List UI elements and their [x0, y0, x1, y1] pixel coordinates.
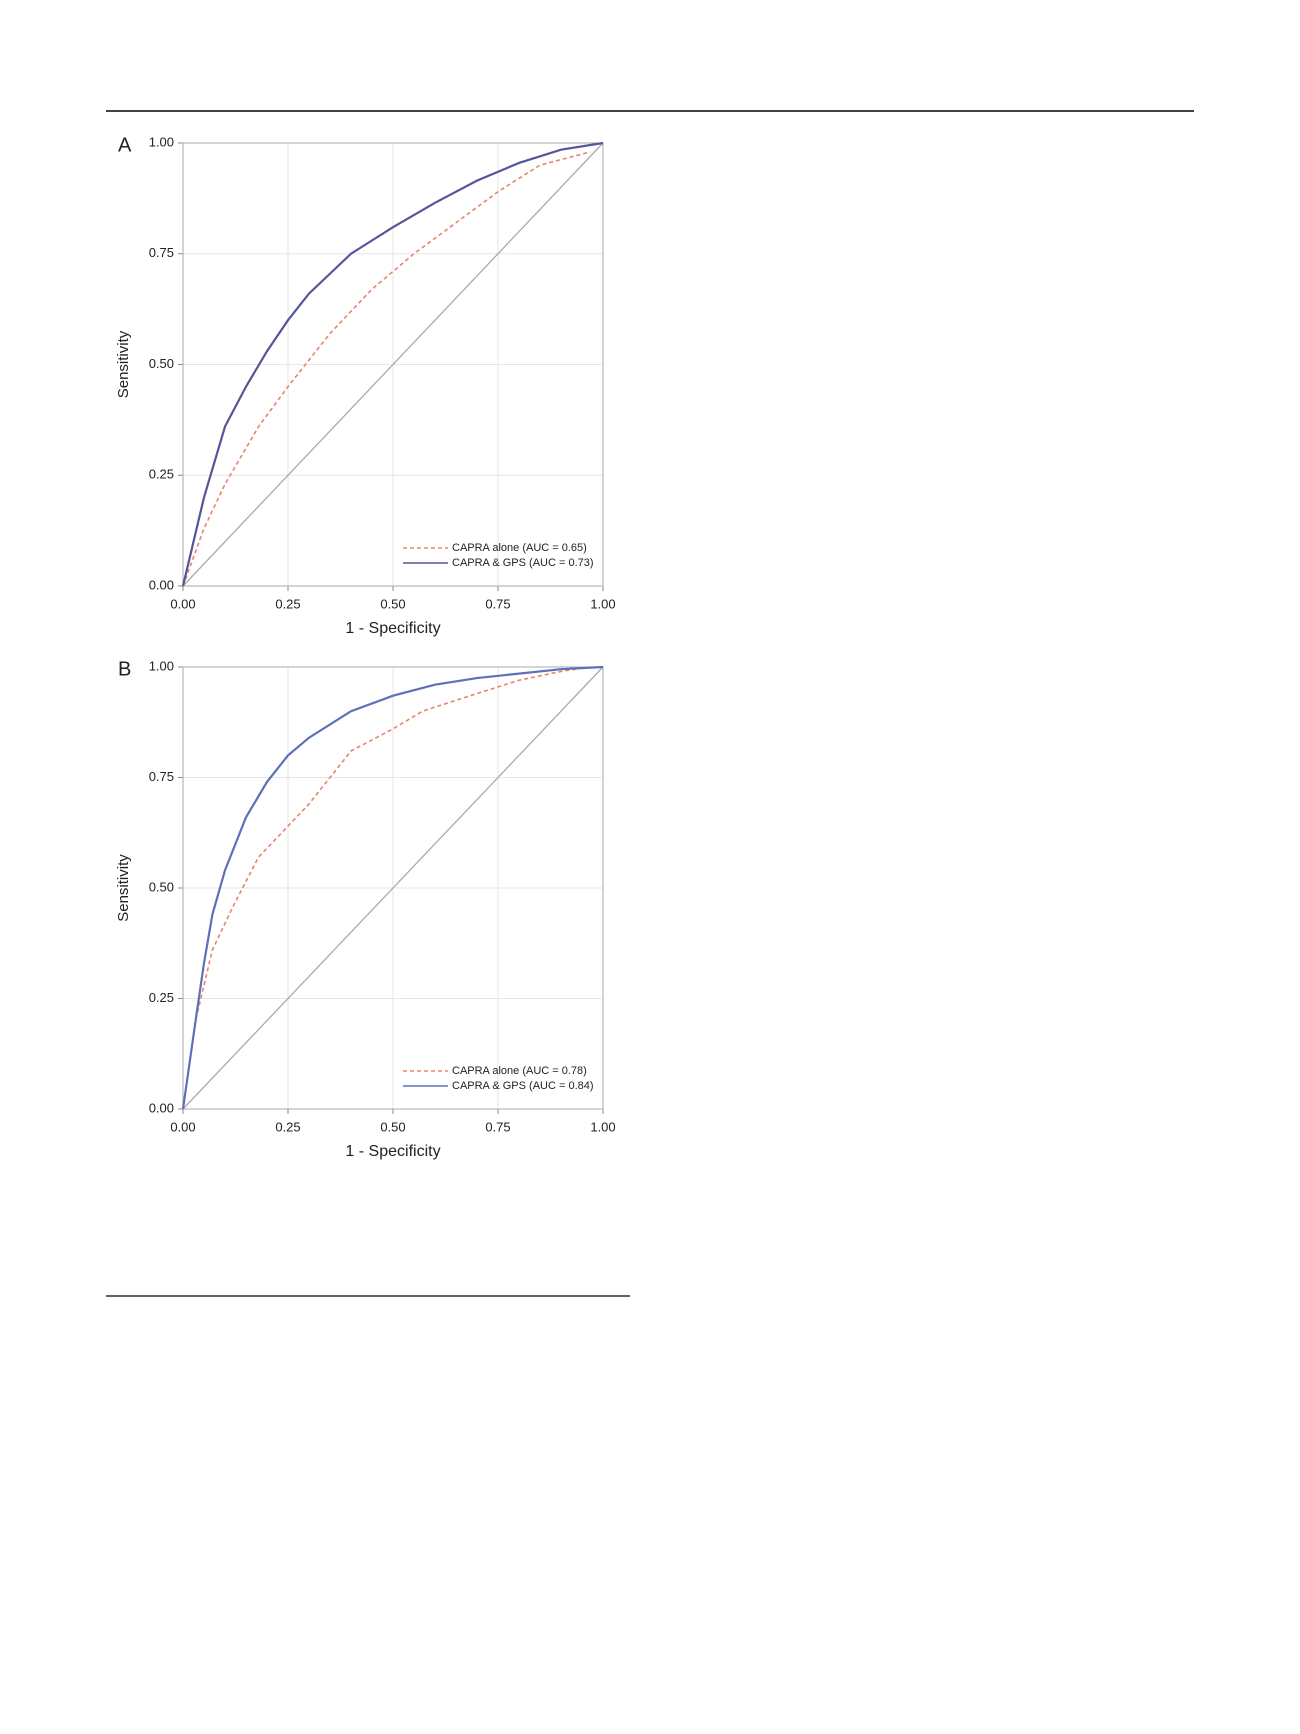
x-tick-label: 0.75 — [485, 596, 510, 611]
x-tick-label: 0.75 — [485, 1119, 510, 1134]
y-tick-label: 0.25 — [149, 990, 174, 1005]
y-axis-label: Sensitivity — [115, 854, 132, 922]
x-tick-label: 0.25 — [275, 1119, 300, 1134]
legend-label: CAPRA & GPS (AUC = 0.73) — [452, 557, 594, 569]
x-tick-label: 0.25 — [275, 596, 300, 611]
roc-line — [182, 666, 591, 1110]
x-tick-label: 1.00 — [590, 596, 615, 611]
x-tick-label: 0.50 — [380, 1119, 405, 1134]
x-axis-label: 1 - Specificity — [345, 620, 440, 637]
roc-line — [182, 151, 591, 587]
x-axis-label: 1 - Specificity — [345, 1143, 440, 1160]
legend-label: CAPRA & GPS (AUC = 0.84) — [452, 1080, 594, 1092]
x-tick-label: 0.00 — [170, 1119, 195, 1134]
plot-frame — [182, 666, 604, 1110]
reference-diagonal — [182, 666, 604, 1110]
y-tick-label: 0.25 — [149, 467, 174, 482]
y-tick-label: 0.00 — [149, 577, 174, 592]
y-tick-label: 0.50 — [149, 879, 174, 894]
y-tick-label: 1.00 — [149, 658, 174, 673]
roc-line — [181, 665, 604, 1110]
y-tick-label: 1.00 — [149, 134, 174, 149]
y-tick-label: 0.75 — [149, 769, 174, 784]
legend-label: CAPRA alone (AUC = 0.65) — [452, 542, 587, 554]
x-tick-label: 1.00 — [590, 1119, 615, 1134]
plot-frame — [182, 142, 604, 587]
reference-diagonal — [182, 142, 604, 587]
panel-label: B — [118, 658, 131, 680]
legend-label: CAPRA alone (AUC = 0.78) — [452, 1065, 587, 1077]
panel-label: A — [118, 134, 132, 156]
x-tick-label: 0.00 — [170, 596, 195, 611]
x-tick-label: 0.50 — [380, 596, 405, 611]
y-tick-label: 0.00 — [149, 1100, 174, 1115]
y-axis-label: Sensitivity — [115, 330, 132, 398]
y-tick-label: 0.75 — [149, 245, 174, 260]
y-tick-label: 0.50 — [149, 356, 174, 371]
roc-line — [181, 141, 604, 587]
